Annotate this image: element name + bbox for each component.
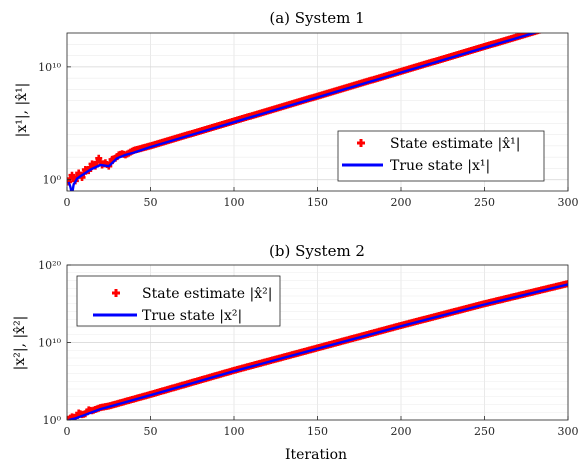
estimate-marker <box>553 22 560 29</box>
x-tick-label: 50 <box>144 196 158 209</box>
legend-label-estimate: State estimate |x̂²| <box>142 286 272 302</box>
estimate-marker <box>548 23 555 30</box>
estimate-marker <box>558 20 565 27</box>
y-tick-label: 10²⁰ <box>38 259 61 272</box>
x-axis-label: Iteration <box>285 447 347 462</box>
estimate-marker <box>561 19 568 26</box>
estimate-marker <box>544 24 551 31</box>
x-tick-label: 300 <box>558 196 579 209</box>
chart-title: (a) System 1 <box>269 9 364 27</box>
legend-box <box>337 130 545 182</box>
y-axis-label: |x²|, |x̂²| <box>12 316 28 371</box>
ticks: 0 50 100 150 200 250 300 10⁰ 10¹⁰ 10²⁰ <box>38 259 578 438</box>
y-tick-label: 10¹⁰ <box>38 61 61 74</box>
y-tick-label: 10⁰ <box>43 414 62 427</box>
x-tick-label: 250 <box>474 425 495 438</box>
estimate-marker <box>539 33 543 34</box>
x-tick-label: 200 <box>391 196 412 209</box>
estimate-marker <box>549 23 556 30</box>
legend-label-true: True state |x²| <box>142 308 242 324</box>
ticks: 0 50 100 150 200 250 300 10⁰ 10¹⁰ <box>38 61 578 209</box>
x-tick-label: 100 <box>224 425 245 438</box>
x-tick-label: 150 <box>307 196 328 209</box>
estimate-marker <box>565 18 572 25</box>
true-state-line <box>67 33 538 191</box>
x-tick-label: 0 <box>64 196 71 209</box>
estimate-marker <box>551 22 558 29</box>
series-group <box>67 280 568 420</box>
true-state-line <box>68 283 568 420</box>
estimate-marker <box>546 24 553 31</box>
estimate-marker <box>541 25 548 32</box>
x-tick-label: 100 <box>224 196 245 209</box>
estimate-marker <box>554 21 561 28</box>
panel-system-2: (b) System 2 |x²|, |x̂²| Iteration 0 50 10… <box>12 242 579 462</box>
x-tick-label: 200 <box>391 425 412 438</box>
estimate-marker <box>559 20 566 27</box>
legend-label-estimate: State estimate |x̂¹| <box>390 136 520 152</box>
x-tick-label: 300 <box>558 425 579 438</box>
x-tick-label: 0 <box>64 425 71 438</box>
x-tick-label: 250 <box>474 196 495 209</box>
estimate-marker <box>543 25 550 32</box>
y-tick-label: 10⁰ <box>43 174 62 187</box>
legend-box <box>76 275 281 327</box>
legend: State estimate |x̂¹| True state |x¹| <box>337 130 545 182</box>
legend-label-true: True state |x¹| <box>390 158 490 174</box>
legend-marker-estimate <box>357 139 365 147</box>
estimate-marker <box>539 26 546 33</box>
y-tick-label: 10¹⁰ <box>38 337 61 350</box>
series-group <box>67 18 572 191</box>
estimate-marker <box>563 19 570 26</box>
panel-system-1: (a) System 1 |x¹|, |x̂¹| 0 50 100 150 200 250… <box>14 9 579 209</box>
y-axis-label: |x¹|, |x̂¹| <box>14 83 30 138</box>
legend: State estimate |x̂²| True state |x²| <box>76 275 281 327</box>
legend-marker-estimate <box>112 289 120 297</box>
estimate-marker <box>556 21 563 28</box>
x-tick-label: 50 <box>144 425 158 438</box>
x-tick-label: 150 <box>307 425 328 438</box>
estimate-marker <box>564 280 568 288</box>
chart-title: (b) System 2 <box>269 242 365 260</box>
